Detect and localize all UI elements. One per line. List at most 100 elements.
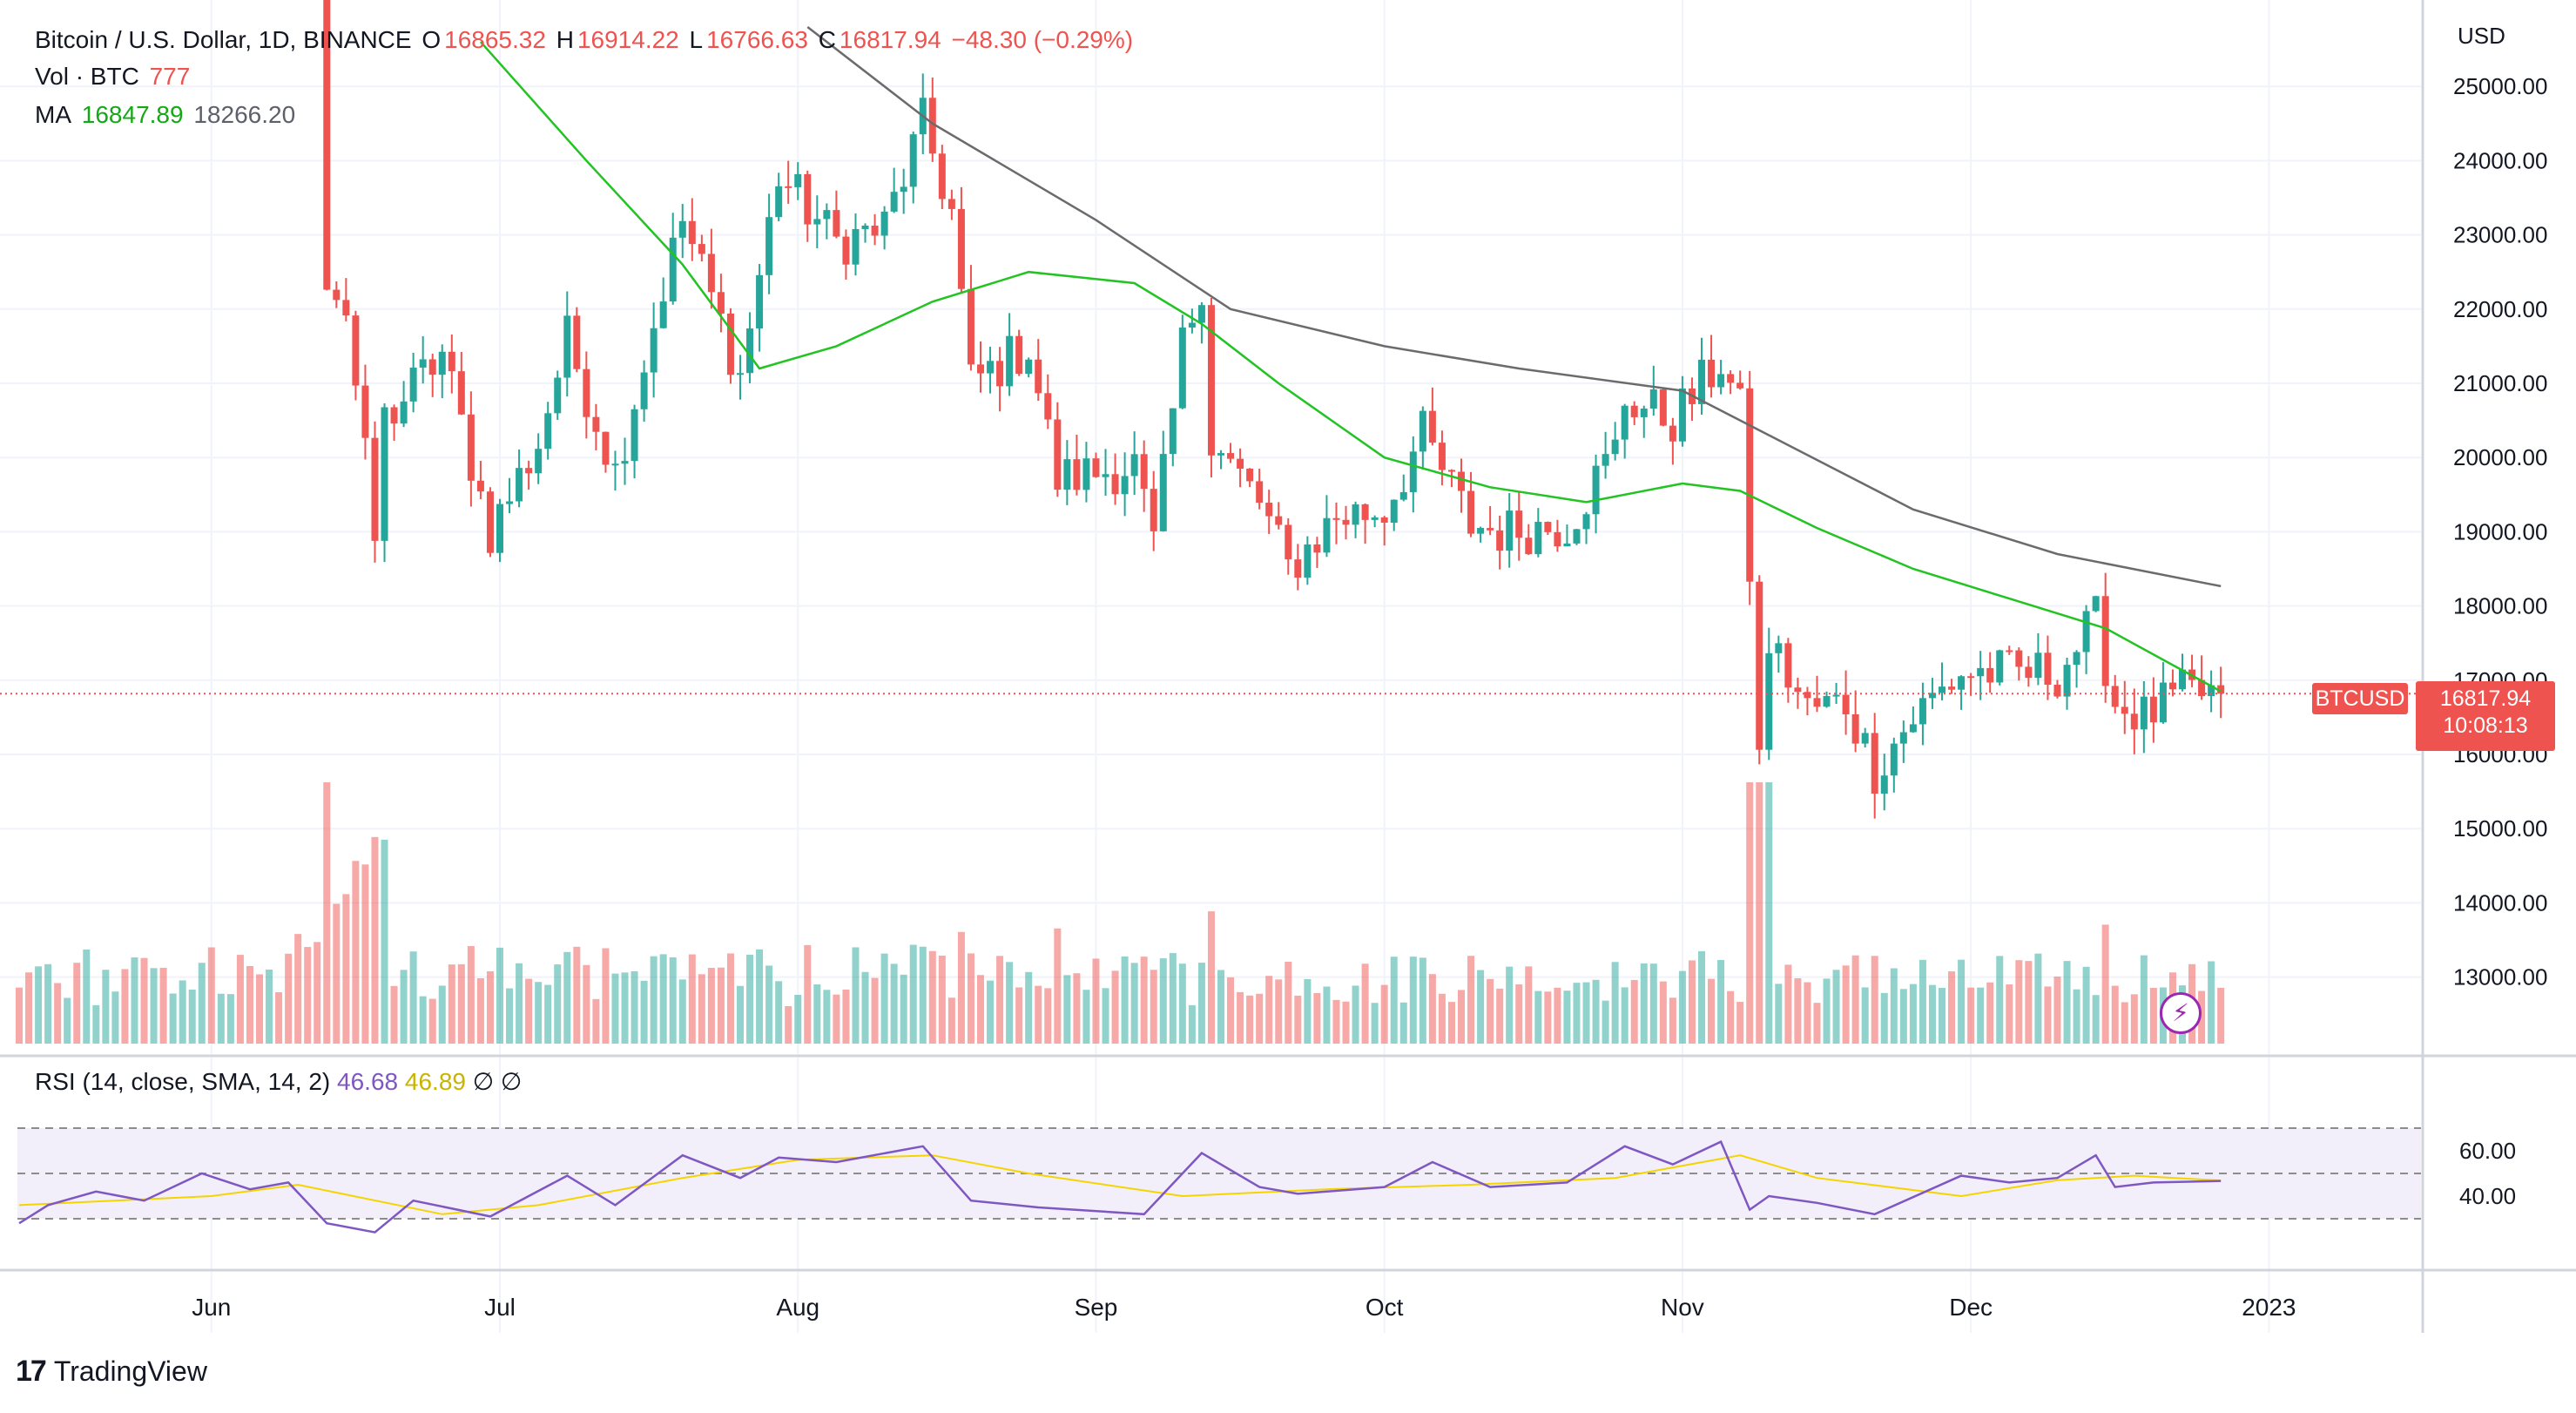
- candle: [573, 307, 581, 373]
- candle-body: [1217, 453, 1224, 456]
- volume-bar: [409, 951, 417, 1044]
- candle-body: [583, 368, 590, 417]
- volume-bar: [1073, 973, 1081, 1044]
- rsi-empty-icon-1[interactable]: ∅: [472, 1068, 495, 1095]
- candle-body: [2159, 682, 2167, 723]
- candle: [1371, 515, 1379, 528]
- time-tick-label: 2023: [2242, 1294, 2296, 1321]
- volume-bar: [102, 970, 110, 1044]
- candle: [928, 77, 936, 162]
- time-tick-label: Sep: [1075, 1294, 1118, 1321]
- symbol-price-tag: BTCUSD: [2312, 683, 2408, 714]
- candle: [2149, 677, 2157, 743]
- candle-body: [1602, 454, 1609, 466]
- volume-bar: [169, 993, 177, 1044]
- candle-body: [1102, 474, 1109, 477]
- candle: [737, 355, 744, 400]
- candle: [1102, 449, 1109, 497]
- volume-bar: [900, 974, 907, 1044]
- volume-bar: [2111, 985, 2119, 1044]
- candle-body: [1285, 524, 1292, 560]
- volume-bar: [381, 839, 388, 1044]
- volume-bar: [275, 992, 283, 1044]
- candle-body: [880, 211, 888, 236]
- open-label: O: [421, 26, 442, 53]
- candle: [1438, 430, 1446, 486]
- volume-bar: [563, 951, 571, 1044]
- time-tick-label: Jul: [484, 1294, 516, 1321]
- volume-bar: [2015, 960, 2023, 1044]
- candle: [333, 281, 341, 308]
- candle: [361, 364, 369, 460]
- volume-bar: [573, 946, 581, 1044]
- volume-bar: [342, 894, 350, 1044]
- symbol-title[interactable]: Bitcoin / U.S. Dollar, 1D, BINANCE: [35, 26, 412, 53]
- volume-bar: [1121, 956, 1129, 1044]
- candle: [1015, 329, 1023, 376]
- volume-bar: [775, 981, 783, 1044]
- candle-body: [2217, 685, 2225, 694]
- volume-bar: [1428, 974, 1436, 1044]
- candle-body: [1640, 408, 1648, 417]
- candle-body: [1727, 374, 1735, 383]
- volume-bar: [1352, 985, 1359, 1044]
- candle-body: [333, 289, 341, 301]
- candle: [1708, 335, 1716, 398]
- volume-bar: [1794, 977, 1802, 1044]
- candle: [900, 168, 907, 214]
- volume-bar: [2130, 994, 2138, 1044]
- volume-bar: [919, 946, 927, 1044]
- ma-legend[interactable]: MA 16847.89 18266.20: [35, 101, 299, 129]
- candle-body: [323, 0, 331, 290]
- candle-body: [1592, 465, 1600, 515]
- price-tick-label: 18000.00: [2453, 593, 2547, 619]
- volume-bar: [1313, 993, 1321, 1044]
- volume-bar: [226, 994, 234, 1044]
- volume-bar: [1150, 970, 1157, 1044]
- candle: [1880, 754, 1888, 811]
- candle: [1919, 682, 1926, 746]
- candle: [1399, 474, 1407, 502]
- candle-body: [967, 288, 974, 365]
- candle-body: [2208, 685, 2215, 697]
- volume-bar: [2053, 977, 2061, 1044]
- rsi-line: [18, 1139, 2222, 1234]
- rsi-legend[interactable]: RSI (14, close, SMA, 14, 2) 46.68 46.89 …: [35, 1067, 522, 1096]
- candle: [1582, 511, 1590, 544]
- candle-body: [987, 361, 995, 374]
- flash-icon[interactable]: ⚡: [2160, 992, 2202, 1034]
- volume-bar: [1217, 970, 1224, 1044]
- volume-bar: [1611, 962, 1619, 1044]
- volume-bar: [2149, 987, 2157, 1044]
- candle: [1861, 727, 1869, 748]
- candle: [1063, 440, 1071, 505]
- candle: [592, 403, 600, 450]
- candle-body: [1899, 732, 1907, 744]
- candle: [717, 274, 725, 333]
- volume-bar: [1784, 964, 1792, 1044]
- volume-bar: [1621, 987, 1629, 1044]
- volume-bar: [1111, 970, 1119, 1044]
- volume-bar: [159, 967, 167, 1044]
- volume-bar: [1304, 978, 1312, 1044]
- candle: [1073, 434, 1081, 496]
- volume-legend[interactable]: Vol · BTC 777: [35, 63, 193, 91]
- volume-bar: [1130, 963, 1138, 1044]
- candle-body: [1784, 643, 1792, 688]
- volume-bar: [294, 934, 302, 1044]
- volume-bar: [1534, 990, 1542, 1044]
- tradingview-logo[interactable]: 17 TradingView: [16, 1355, 207, 1389]
- candle-body: [2121, 706, 2128, 714]
- candle: [1573, 529, 1581, 545]
- candle: [1082, 442, 1090, 503]
- volume-bar: [285, 953, 293, 1044]
- volume-bar: [611, 973, 619, 1044]
- candle: [554, 370, 562, 421]
- volume-value: 777: [149, 63, 191, 90]
- volume-bar: [207, 947, 215, 1044]
- candle-body: [1025, 359, 1033, 375]
- candle: [1246, 468, 1254, 488]
- rsi-empty-icon-2[interactable]: ∅: [500, 1068, 523, 1095]
